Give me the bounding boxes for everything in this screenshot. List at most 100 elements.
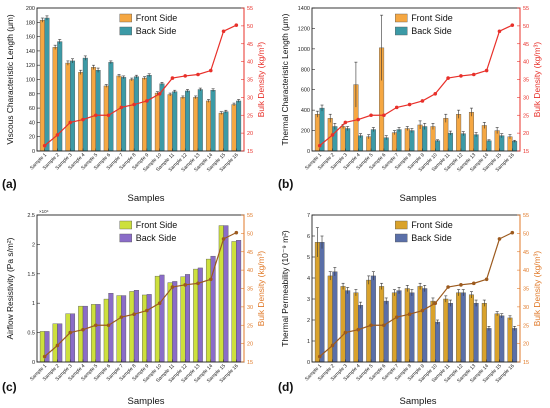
y2-axis-title: Bulk Density (kg/m³)	[256, 42, 266, 118]
bar-front-16	[507, 136, 513, 152]
bar-front-8	[129, 79, 135, 152]
bar-front-5	[366, 136, 372, 152]
bar-back-11	[172, 91, 178, 152]
bar-front-5	[366, 279, 372, 363]
bar-back-15	[223, 225, 229, 363]
y-tick-label: 1	[307, 339, 310, 345]
density-point-13	[196, 281, 200, 286]
density-point-13	[196, 72, 200, 77]
bar-back-15	[499, 315, 505, 363]
density-line	[44, 232, 237, 357]
density-point-8	[407, 102, 412, 107]
bar-back-2	[332, 126, 338, 152]
y2-tick-label: 15	[247, 149, 253, 155]
density-point-15	[497, 237, 502, 241]
density-point-3	[68, 330, 73, 335]
density-point-3	[343, 330, 348, 335]
bar-front-3	[65, 62, 71, 152]
bar-back-4	[358, 135, 364, 152]
density-point-11	[446, 76, 450, 80]
density-point-9	[420, 308, 425, 313]
bar-front-16	[507, 317, 513, 363]
bar-back-15	[223, 111, 229, 152]
x-axis-title: Samples	[400, 396, 437, 407]
bar-back-8	[133, 290, 139, 363]
density-point-11	[170, 285, 175, 289]
bar-front-7	[116, 75, 122, 152]
density-point-16	[510, 23, 515, 27]
density-point-1	[42, 143, 47, 148]
y2-axis-title: Bulk Density (kg/m³)	[532, 251, 542, 327]
density-point-5	[93, 113, 98, 118]
y-tick-label: 200	[301, 129, 310, 135]
bar-front-13	[468, 294, 474, 363]
legend-label-front: Front Side	[136, 220, 178, 230]
bar-back-7	[396, 290, 402, 363]
bar-back-10	[435, 321, 441, 363]
density-point-16	[234, 23, 239, 27]
density-point-12	[183, 283, 188, 287]
y2-tick-label: 30	[523, 95, 529, 101]
bar-front-5	[90, 67, 96, 152]
y2-tick-label: 50	[247, 24, 253, 30]
bar-back-9	[146, 294, 152, 363]
y2-tick-label: 45	[247, 42, 253, 48]
bar-front-12	[180, 97, 186, 152]
bar-back-6	[108, 293, 114, 363]
bar-front-3	[340, 286, 346, 363]
y-axis-title: Thermal Characteristic Length (μm)	[280, 13, 290, 145]
y2-tick-label: 25	[523, 113, 529, 119]
y-tick-label: 100	[26, 78, 35, 84]
legend-label-back: Back Side	[136, 233, 177, 243]
density-point-13	[471, 281, 476, 286]
density-point-12	[459, 74, 463, 78]
y2-axis-title: Bulk Density (kg/m³)	[256, 251, 266, 327]
bar-front-4	[353, 292, 359, 363]
density-line	[319, 24, 513, 147]
y2-tick-label: 55	[523, 213, 529, 219]
bar-front-6	[103, 298, 109, 363]
bar-back-14	[486, 140, 492, 152]
density-point-7	[394, 105, 399, 110]
legend-swatch-back	[119, 233, 133, 243]
y-tick-label: 3	[307, 297, 310, 303]
chart-panel-2: 0 200 400 600 800 1000 1200 1400 15 20 25 30 35 40 45 5…	[278, 6, 542, 204]
y-tick-label: 2	[307, 318, 310, 324]
x-axis-title: Samples	[128, 193, 165, 204]
y2-tick-label: 25	[247, 113, 253, 119]
y-tick-label: 200	[26, 6, 35, 12]
density-line	[319, 232, 513, 357]
bar-front-3	[65, 313, 71, 363]
density-point-16	[234, 230, 239, 235]
y2-tick-label: 40	[523, 268, 529, 274]
density-point-1	[317, 354, 322, 359]
legend-swatch-front	[395, 220, 408, 230]
y2-tick-label: 50	[523, 24, 529, 30]
bar-back-5	[95, 70, 101, 152]
legend-label-front: Front Side	[411, 13, 453, 23]
bar-back-5	[95, 304, 101, 363]
y-tick-label: 180	[26, 20, 35, 26]
legend-label-back: Back Side	[411, 233, 452, 243]
y2-tick-label: 50	[523, 231, 529, 237]
density-point-1	[317, 143, 322, 148]
legend-swatch-back	[395, 233, 408, 243]
y2-tick-label: 20	[247, 342, 253, 348]
legend-label-back: Back Side	[411, 26, 452, 36]
legend-swatch-back	[119, 26, 133, 36]
bar-front-9	[417, 286, 423, 363]
bar-front-12	[456, 114, 462, 152]
bar-back-12	[460, 133, 466, 152]
bar-front-14	[481, 125, 487, 152]
density-point-9	[145, 308, 149, 313]
bar-front-4	[78, 305, 84, 363]
bar-back-11	[172, 281, 178, 363]
y2-axis-title: Bulk Density (kg/m³)	[532, 42, 542, 118]
y-tick-label: 1200	[298, 26, 310, 32]
bar-back-8	[409, 130, 415, 152]
density-point-8	[132, 102, 136, 107]
bar-back-16	[512, 328, 518, 363]
y2-tick-label: 55	[247, 213, 253, 219]
